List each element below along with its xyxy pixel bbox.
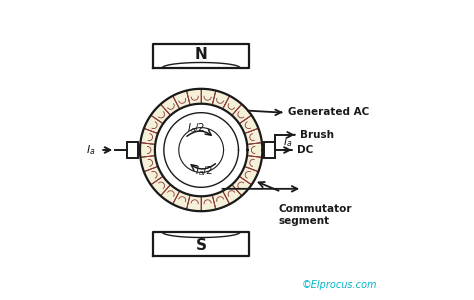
Polygon shape [155, 104, 247, 196]
Polygon shape [239, 115, 258, 134]
Polygon shape [161, 184, 180, 204]
Text: Generated AC: Generated AC [288, 107, 369, 117]
Text: $\mathit{I_a}$: $\mathit{I_a}$ [86, 143, 96, 157]
Bar [127, 142, 138, 158]
Polygon shape [140, 156, 158, 172]
Polygon shape [201, 195, 216, 211]
Polygon shape [173, 191, 190, 209]
Polygon shape [201, 89, 216, 105]
Text: $\mathit{I_a}$: $\mathit{I_a}$ [283, 135, 292, 148]
Polygon shape [186, 195, 201, 211]
Text: $\mathit{I_a/2}$: $\mathit{I_a/2}$ [187, 122, 206, 135]
Polygon shape [144, 115, 163, 134]
Polygon shape [154, 44, 249, 68]
Polygon shape [232, 104, 252, 124]
Polygon shape [179, 128, 224, 172]
Text: N: N [195, 47, 208, 62]
Polygon shape [144, 167, 163, 185]
Polygon shape [245, 128, 262, 144]
Text: Commutator
segment: Commutator segment [278, 204, 352, 226]
Text: $\mathit{I_a/2}$: $\mathit{I_a/2}$ [195, 165, 213, 178]
Polygon shape [140, 89, 263, 211]
Polygon shape [245, 156, 262, 172]
Polygon shape [212, 191, 229, 209]
Polygon shape [223, 96, 242, 116]
Polygon shape [247, 142, 263, 158]
Text: S: S [196, 238, 207, 253]
Polygon shape [140, 128, 158, 144]
Polygon shape [239, 167, 258, 185]
Polygon shape [212, 91, 229, 109]
Text: ©Elprocus.com: ©Elprocus.com [302, 280, 377, 290]
Text: DC: DC [297, 145, 313, 155]
Polygon shape [164, 113, 238, 187]
Polygon shape [173, 91, 190, 109]
Bar [264, 142, 275, 158]
Polygon shape [140, 142, 155, 158]
Polygon shape [151, 176, 171, 196]
Polygon shape [154, 232, 249, 256]
Polygon shape [186, 89, 201, 105]
Polygon shape [151, 104, 171, 124]
Polygon shape [232, 176, 252, 196]
Text: Brush: Brush [300, 130, 334, 140]
Polygon shape [161, 96, 180, 116]
Polygon shape [223, 184, 242, 204]
